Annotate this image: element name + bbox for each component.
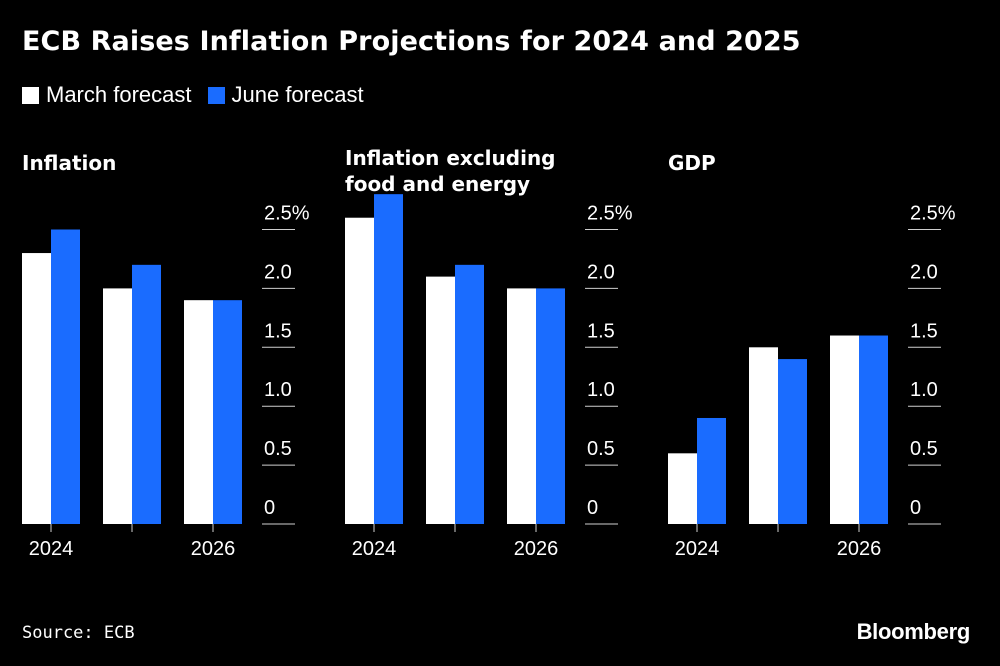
y-tick-label-1-3: 1.5 [587, 320, 615, 342]
x-tick-label-1-0: 2024 [352, 538, 397, 560]
x-tick-label-0-2: 2026 [191, 538, 236, 560]
bar-0-2-1 [213, 300, 242, 524]
y-tick-label-0-2: 1.0 [264, 379, 292, 401]
bar-0-1-0 [103, 288, 132, 524]
legend-swatch-june [207, 86, 225, 104]
bar-1-0-1 [374, 194, 403, 524]
x-tick-label-2-2: 2026 [837, 538, 882, 560]
y-tick-label-0-4: 2.0 [264, 261, 292, 283]
y-tick-label-0-3: 1.5 [264, 320, 292, 342]
legend: March forecast June forecast [22, 82, 380, 108]
bloomberg-logo: Bloomberg [856, 619, 971, 644]
y-tick-label-0-5: 2.5% [264, 203, 310, 225]
bar-1-2-0 [507, 288, 536, 524]
y-tick-label-2-0: 0 [910, 497, 921, 519]
y-tick-label-0-0: 0 [264, 497, 275, 519]
bar-1-1-0 [426, 276, 455, 524]
legend-label-june: June forecast [231, 82, 364, 107]
chart-title: ECB Raises Inflation Projections for 202… [22, 26, 801, 57]
bar-0-0-0 [22, 253, 51, 524]
y-tick-label-1-2: 1.0 [587, 379, 615, 401]
bar-1-2-1 [536, 288, 565, 524]
y-tick-label-2-3: 1.5 [910, 320, 938, 342]
y-tick-label-2-1: 0.5 [910, 438, 938, 460]
y-tick-label-2-5: 2.5% [910, 203, 956, 225]
bar-1-0-0 [345, 217, 374, 524]
panel-title-core-inflation: Inflation excluding food and energy [345, 146, 556, 196]
y-tick-label-0-1: 0.5 [264, 438, 292, 460]
bar-2-1-0 [749, 347, 778, 524]
x-tick-label-1-2: 2026 [514, 538, 559, 560]
bar-2-0-1 [697, 417, 726, 524]
legend-label-march: March forecast [46, 82, 192, 107]
x-tick-label-0-0: 2024 [29, 538, 74, 560]
bar-2-0-0 [668, 453, 697, 524]
y-tick-label-2-2: 1.0 [910, 379, 938, 401]
bar-2-2-0 [830, 335, 859, 524]
legend-item-march: March forecast [22, 82, 192, 108]
bar-2-1-1 [778, 359, 807, 524]
x-tick-label-2-0: 2024 [675, 538, 720, 560]
bar-0-0-1 [51, 229, 80, 524]
panel-title-gdp: GDP [668, 151, 716, 175]
source-note: Source: ECB [22, 623, 135, 643]
legend-item-june: June forecast [207, 82, 364, 108]
y-tick-label-1-4: 2.0 [587, 261, 615, 283]
panel-title-inflation: Inflation [22, 151, 117, 175]
y-tick-label-2-4: 2.0 [910, 261, 938, 283]
bar-1-1-1 [455, 264, 484, 524]
legend-swatch-march [22, 86, 39, 104]
bar-0-1-1 [132, 264, 161, 524]
y-tick-label-1-1: 0.5 [587, 438, 615, 460]
bar-2-2-1 [859, 335, 888, 524]
y-tick-label-1-5: 2.5% [587, 203, 633, 225]
bar-0-2-0 [184, 300, 213, 524]
y-tick-label-1-0: 0 [587, 497, 598, 519]
